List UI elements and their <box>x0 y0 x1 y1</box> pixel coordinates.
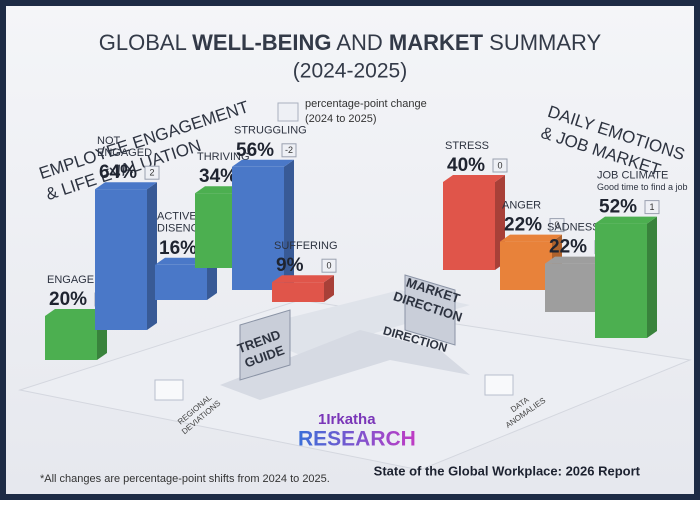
change-label: -2 <box>285 145 293 155</box>
item-label: STRESS <box>445 140 489 152</box>
direction-sign <box>404 274 456 346</box>
legend-icon <box>277 102 299 122</box>
report-title: State of the Global Workplace: 2026 Repo… <box>374 463 641 478</box>
bar <box>232 166 284 290</box>
title-part: GLOBAL <box>99 30 192 55</box>
item-label: THRIVING <box>197 151 250 163</box>
change-label: 2 <box>149 168 154 178</box>
trend-sign <box>239 309 291 381</box>
change-box <box>492 158 508 173</box>
value-label: 64% <box>99 162 137 183</box>
bar <box>500 241 552 290</box>
bar-top <box>595 216 657 224</box>
item-label: SADNESS <box>547 222 600 234</box>
change-box <box>549 218 565 233</box>
change-box <box>144 165 160 180</box>
bar-side <box>324 275 334 302</box>
bar <box>545 263 597 312</box>
logo-bottom: RESEARCH <box>298 428 416 451</box>
value-label: 20% <box>49 289 87 310</box>
item-label: ENGAGED <box>97 147 152 159</box>
bar <box>45 316 97 360</box>
title-part: SUMMARY <box>483 30 601 55</box>
item-label: STRUGGLING <box>234 125 307 137</box>
change-label: 1 <box>649 202 654 212</box>
subtitle: (2024-2025) <box>293 60 407 83</box>
bar-top <box>232 159 294 167</box>
item-label: JOB CLIMATE <box>597 170 668 182</box>
platform <box>18 299 692 471</box>
bar-side <box>647 216 657 338</box>
bar-top <box>95 182 157 190</box>
bar <box>272 282 324 302</box>
value-label: 22% <box>504 215 542 236</box>
bar-top <box>443 175 505 182</box>
floor-arrow <box>220 330 470 400</box>
bar-top <box>545 256 607 264</box>
cube-icon <box>484 374 514 396</box>
change-label: 0 <box>326 261 331 271</box>
bar-side <box>284 159 294 290</box>
item-label: Good time to find a job <box>597 182 688 192</box>
value-label: 34% <box>199 166 237 187</box>
title-part: AND <box>331 30 388 55</box>
bar-top <box>272 275 334 283</box>
item-label: ENGAGED <box>47 274 102 286</box>
legend-text: (2024 to 2025) <box>305 113 377 125</box>
bar <box>155 264 207 300</box>
bar <box>95 189 147 330</box>
item-label: ANGER <box>502 200 541 212</box>
value-label: 16% <box>159 238 197 259</box>
bar-side <box>147 182 157 330</box>
legend-text: percentage-point change <box>305 98 427 110</box>
bar-top <box>500 234 562 242</box>
change-box <box>281 143 297 158</box>
value-label: 22% <box>549 237 587 258</box>
cube-icon <box>154 379 184 401</box>
change-label: 0 <box>497 160 502 170</box>
value-label: 9% <box>276 255 304 276</box>
value-label: 52% <box>599 197 637 218</box>
title: GLOBAL WELL-BEING AND MARKET SUMMARY <box>99 30 602 55</box>
value-label: 40% <box>447 155 485 176</box>
logo-top: 1Irkatha <box>318 411 376 428</box>
title-part: MARKET <box>389 30 484 55</box>
bar-side <box>207 257 217 300</box>
bar <box>443 182 495 270</box>
change-box <box>644 200 660 215</box>
item-label: NOT <box>97 135 121 147</box>
change-label: 0 <box>554 220 559 230</box>
bar-top <box>45 309 107 316</box>
value-label: 56% <box>236 140 274 161</box>
item-label: SUFFERING <box>274 240 338 252</box>
footnote: *All changes are percentage-point shifts… <box>40 473 330 485</box>
change-box <box>321 258 337 273</box>
bar <box>595 223 647 338</box>
title-part: WELL-BEING <box>192 30 331 55</box>
